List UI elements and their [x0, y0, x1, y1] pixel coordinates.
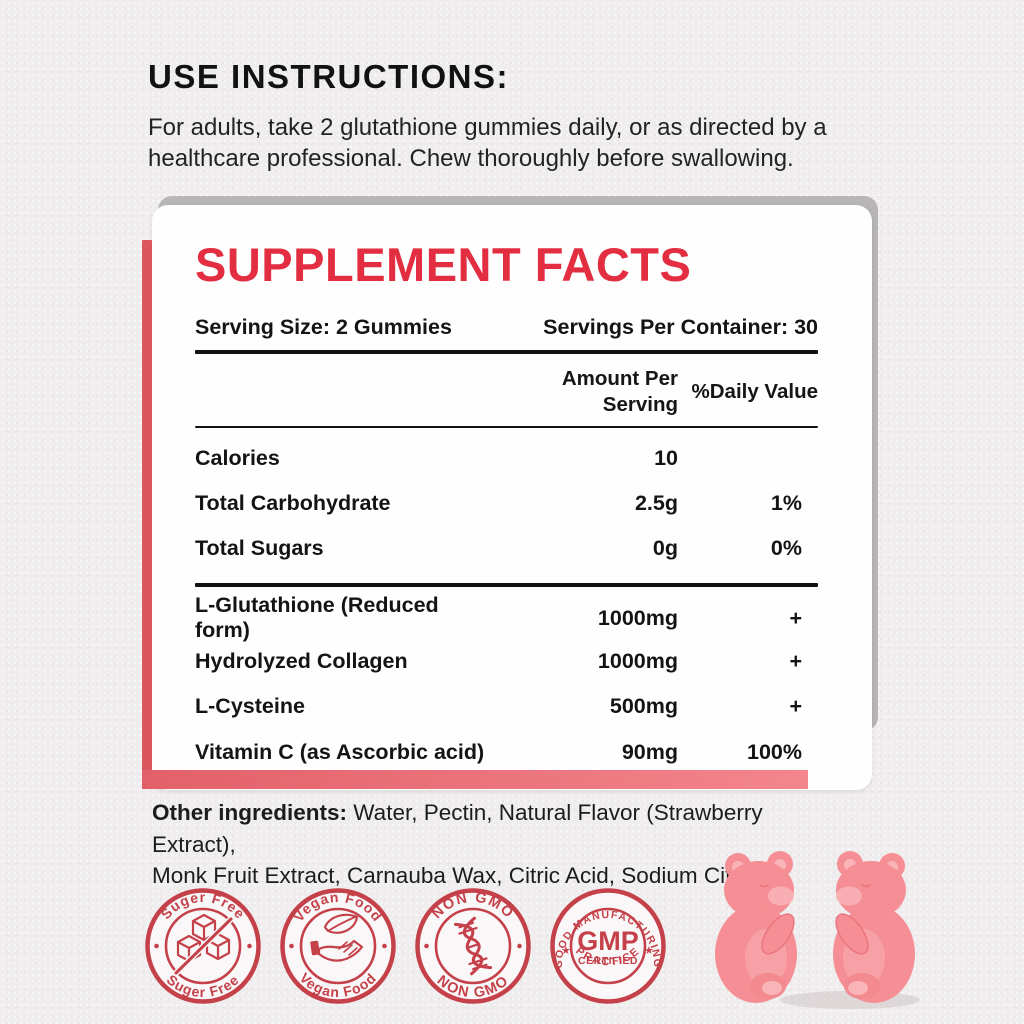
header-amount-per-serving: Amount Per Serving — [561, 367, 678, 416]
row-name: Total Carbohydrate — [195, 491, 391, 515]
use-instructions-title: USE INSTRUCTIONS: — [148, 58, 510, 95]
sugar-free-badge: Suger Free Suger Free — [145, 888, 261, 1004]
table-row: Hydrolyzed Collagen 1000mg + — [195, 639, 818, 685]
badge-row: Suger Free Suger Free — [143, 886, 668, 1006]
nutrition-rows: Calories 10 Total Carbohydrate 2.5g 1% T… — [195, 436, 818, 571]
supplement-facts-title: SUPPLEMENT FACTS — [195, 238, 692, 291]
vegan-food-badge: Vegan Food Vegan Food — [280, 888, 396, 1004]
row-daily-value: + — [789, 605, 802, 630]
supplement-facts-card: SUPPLEMENT FACTS Serving Size: 2 Gummies… — [152, 205, 872, 790]
serving-row: Serving Size: 2 Gummies Servings Per Con… — [195, 314, 818, 340]
gummy-bear-right — [828, 850, 916, 1004]
use-instructions-line2: healthcare professional. Chew thoroughly… — [148, 145, 794, 172]
use-instructions-body: For adults, take 2 glutathione gummies d… — [148, 112, 908, 174]
row-amount: 90mg — [621, 739, 678, 764]
row-name: L-Cysteine — [195, 694, 305, 719]
row-amount: 10 — [654, 446, 678, 470]
other-ingredients-label: Other ingredients: — [152, 800, 348, 825]
hand-leaf-icon — [310, 913, 364, 962]
row-amount: 0g — [652, 536, 678, 560]
row-daily-value: + — [789, 648, 802, 673]
header-daily-value: %Daily Value — [691, 380, 818, 403]
non-gmo-badge: NON GMO NON GMO — [415, 888, 531, 1004]
row-name: Vitamin C (as Ascorbic acid) — [195, 739, 485, 764]
row-daily-value: 100% — [747, 739, 802, 764]
active-ingredient-rows: L-Glutathione (Reduced form) 1000mg + Hy… — [195, 593, 818, 775]
certified-text: CERTIFIED — [578, 955, 638, 967]
table-row: Vitamin C (as Ascorbic acid) 90mg 100% — [195, 730, 818, 776]
accent-bar-bottom — [142, 770, 808, 789]
divider-thin — [195, 426, 818, 428]
gmp-seal-icon: GMP CERTIFIED — [577, 926, 639, 967]
row-name: Calories — [195, 446, 280, 470]
row-amount: 500mg — [609, 694, 678, 719]
use-instructions-line1: For adults, take 2 glutathione gummies d… — [148, 114, 827, 141]
row-name: L-Glutathione (Reduced form) — [195, 593, 439, 642]
table-header-row: Amount Per Serving %Daily Value — [195, 366, 818, 418]
table-row: Total Sugars 0g 0% — [195, 526, 818, 571]
table-row: L-Cysteine 500mg + — [195, 684, 818, 730]
row-name: Total Sugars — [195, 536, 324, 560]
other-ingredients-line1-rest: Water, Pectin, Natural Flavor (Strawberr… — [152, 800, 763, 857]
row-amount: 2.5g — [634, 491, 678, 515]
table-row: L-Glutathione (Reduced form) 1000mg + — [195, 593, 818, 642]
table-row: Calories 10 — [195, 436, 818, 481]
serving-size-label: Serving Size: 2 Gummies — [195, 315, 452, 339]
other-ingredients-line1: Other ingredients: Water, Pectin, Natura… — [152, 800, 763, 857]
divider-thick-middle — [195, 583, 818, 587]
row-daily-value: + — [789, 694, 802, 719]
gmp-text: GMP — [577, 926, 639, 956]
row-amount: 1000mg — [597, 605, 678, 630]
gmp-certified-badge: GOOD MANUFACTURING PRACTICE ★ ★ GMP CERT… — [550, 888, 666, 1004]
servings-per-container-label: Servings Per Container: 30 — [543, 315, 818, 339]
gummy-bear-left — [714, 850, 802, 1004]
star-right-icon: ★ — [644, 945, 654, 957]
gummy-bears-image — [714, 850, 920, 1009]
row-name: Hydrolyzed Collagen — [195, 648, 408, 673]
accent-bar-left — [142, 240, 152, 789]
table-row: Total Carbohydrate 2.5g 1% — [195, 481, 818, 526]
other-ingredients: Other ingredients: Water, Pectin, Natura… — [152, 797, 812, 892]
row-daily-value: 0% — [770, 536, 802, 560]
star-left-icon: ★ — [561, 945, 571, 957]
row-daily-value: 1% — [770, 491, 802, 515]
sugar-cubes-crossed-icon — [173, 913, 234, 976]
divider-thick-top — [195, 350, 818, 354]
row-amount: 1000mg — [597, 648, 678, 673]
dna-icon — [453, 916, 493, 976]
other-ingredients-line2: Monk Fruit Extract, Carnauba Wax, Citric… — [152, 863, 777, 888]
